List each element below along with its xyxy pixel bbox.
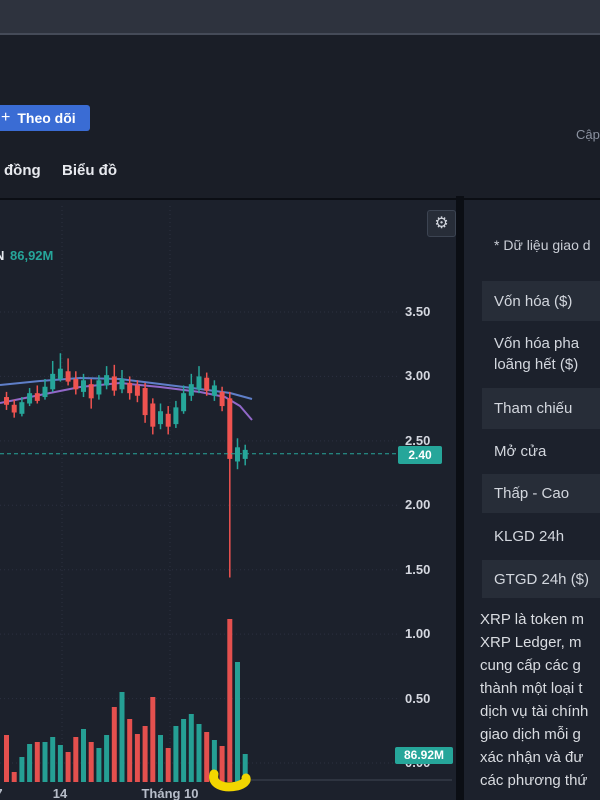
stat-row-reference: Tham chiếu: [482, 388, 600, 429]
stat-row-open: Mở cửa: [482, 429, 600, 474]
current-price-badge: 2.40: [398, 446, 442, 464]
price-tick-label: 3.50: [405, 304, 431, 319]
stat-label: GTGD 24h ($): [494, 570, 590, 588]
description-line: các phương thứ: [480, 772, 588, 789]
time-tick-label: 7: [0, 786, 29, 800]
time-tick-label: Tháng 10: [141, 786, 199, 800]
description-line: thành một loại t: [480, 680, 583, 697]
price-tick-label: 3.00: [405, 368, 431, 384]
follow-button-label: Theo dõi: [17, 110, 76, 126]
coin-description: XRP là token m XRP Ledger, m cung cấp cá…: [480, 608, 600, 792]
stat-row-low-high: Thấp - Cao: [482, 474, 600, 513]
stat-label: Mở cửa: [494, 443, 547, 460]
description-line: XRP là token m: [480, 611, 584, 628]
price-tick-label: 2.00: [405, 497, 431, 513]
description-line: dịch vụ tài chính: [480, 703, 589, 720]
price-tick-label: 2.50: [405, 432, 431, 448]
stat-row-fdv: Vốn hóa pha loãng hết ($): [482, 320, 600, 388]
description-line: giao dịch mỗi g: [480, 726, 581, 743]
stat-label: Tham chiếu: [494, 400, 573, 417]
price-tick-label: 1.50: [405, 561, 431, 577]
stat-row-volume-24h: KLGD 24h: [482, 513, 600, 560]
top-navigation-bar: [0, 0, 600, 35]
plus-icon: +: [1, 109, 11, 126]
stat-row-market-cap: Vốn hóa ($): [482, 281, 600, 321]
price-tick-label: 0.50: [405, 690, 431, 706]
description-line: xác nhận và đư: [480, 749, 584, 766]
description-line: cung cấp các g: [480, 657, 581, 674]
last-updated-label: Cập: [576, 127, 600, 142]
market-stats-sidebar: * Dữ liệu giao d Vốn hóa ($) Vốn hóa pha…: [464, 198, 600, 800]
tab-bieu-do[interactable]: Biểu đồ: [62, 162, 117, 179]
price-tick-label: 1.00: [405, 626, 431, 642]
price-chart-canvas[interactable]: [0, 200, 456, 800]
chart-settings-button[interactable]: ⚙: [427, 210, 456, 237]
tab-cong-dong[interactable]: đồng: [4, 162, 41, 179]
volume-value-badge: 86.92M: [395, 747, 453, 764]
gear-icon: ⚙: [434, 215, 449, 232]
data-source-note: * Dữ liệu giao d: [494, 237, 591, 253]
time-tick-label: 14: [52, 786, 68, 800]
legend-fragment: N: [0, 248, 4, 263]
pane-divider: [456, 196, 464, 800]
stat-label: Vốn hóa ($): [494, 292, 573, 310]
follow-button[interactable]: + Theo dõi: [0, 105, 90, 131]
description-line: XRP Ledger, m: [480, 634, 582, 651]
stat-label: KLGD 24h: [494, 528, 565, 545]
stat-label: Vốn hóa pha loãng hết ($): [494, 335, 580, 373]
price-chart-pane: N 86,92M ⚙ 3.503.002.502.001.501.000.500…: [0, 198, 456, 800]
stat-label: Thấp - Cao: [494, 485, 570, 502]
stat-row-value-24h: GTGD 24h ($): [482, 560, 600, 598]
volume-legend-value: 86,92M: [10, 248, 54, 263]
